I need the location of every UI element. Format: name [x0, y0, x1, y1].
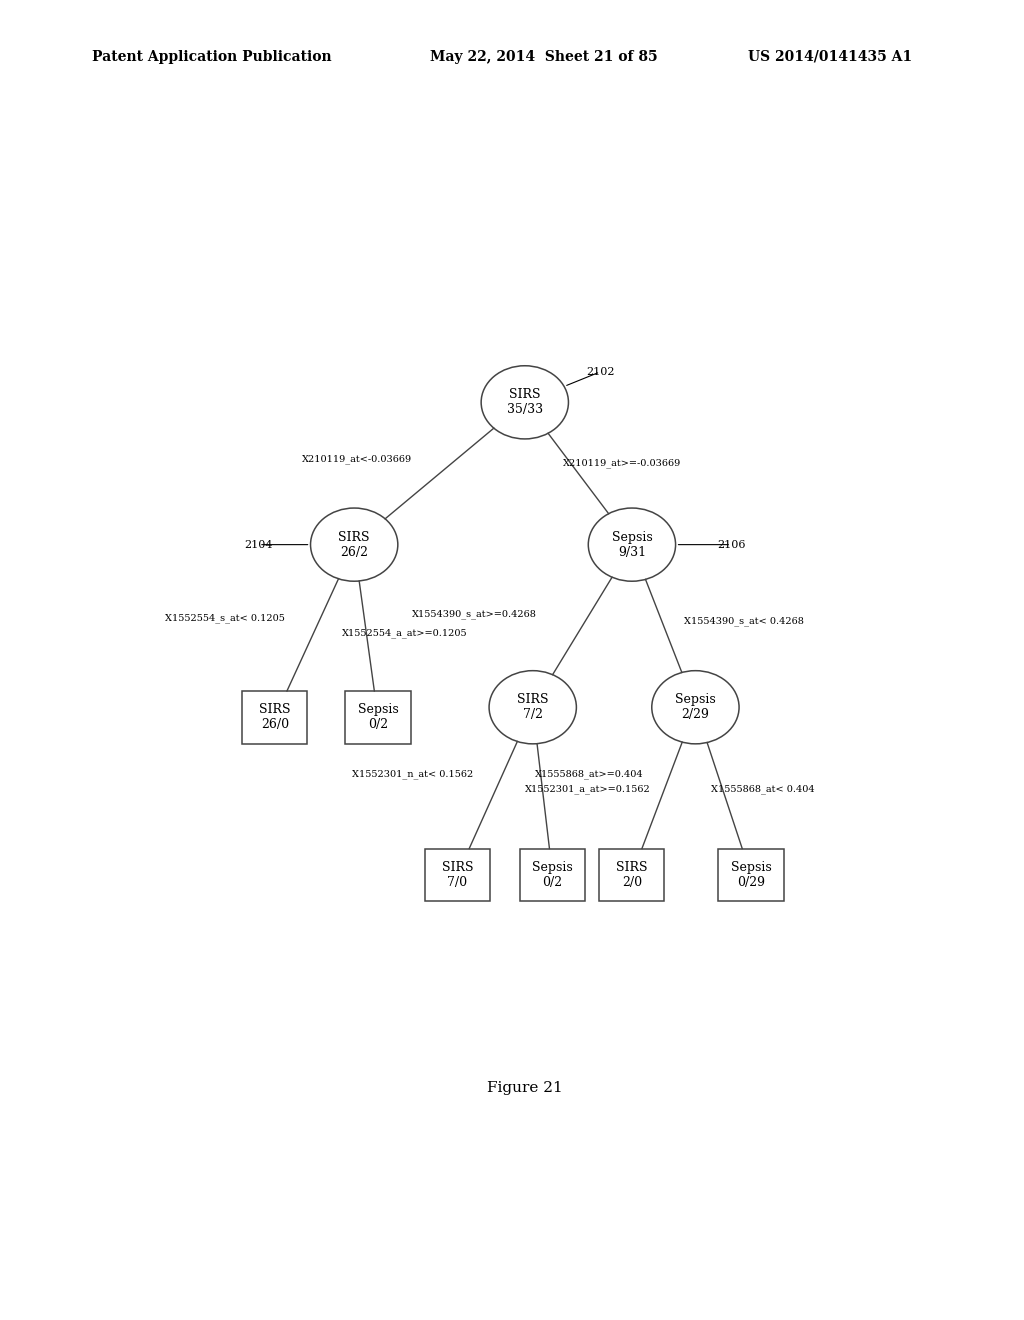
Text: X1555868_at< 0.404: X1555868_at< 0.404 [712, 785, 815, 795]
Text: 2106: 2106 [717, 540, 745, 549]
Text: Sepsis
2/29: Sepsis 2/29 [675, 693, 716, 721]
Text: SIRS
2/0: SIRS 2/0 [616, 861, 648, 888]
Text: May 22, 2014  Sheet 21 of 85: May 22, 2014 Sheet 21 of 85 [430, 50, 657, 63]
Text: Sepsis
0/2: Sepsis 0/2 [357, 704, 398, 731]
Text: SIRS
35/33: SIRS 35/33 [507, 388, 543, 416]
Text: X210119_at<-0.03669: X210119_at<-0.03669 [302, 454, 412, 465]
Text: 2102: 2102 [586, 367, 614, 376]
Text: Figure 21: Figure 21 [487, 1081, 562, 1096]
Text: X210119_at>=-0.03669: X210119_at>=-0.03669 [563, 458, 681, 469]
Text: Sepsis
9/31: Sepsis 9/31 [611, 531, 652, 558]
Text: X1554390_s_at>=0.4268: X1554390_s_at>=0.4268 [412, 609, 537, 619]
Text: X1554390_s_at< 0.4268: X1554390_s_at< 0.4268 [684, 616, 804, 626]
Text: X1555868_at>=0.404: X1555868_at>=0.404 [536, 770, 644, 779]
Text: SIRS
26/2: SIRS 26/2 [338, 531, 370, 558]
Text: US 2014/0141435 A1: US 2014/0141435 A1 [748, 50, 911, 63]
Text: X1552301_a_at>=0.1562: X1552301_a_at>=0.1562 [524, 785, 650, 795]
Text: Sepsis
0/2: Sepsis 0/2 [532, 861, 573, 888]
Text: SIRS
26/0: SIRS 26/0 [259, 704, 291, 731]
Text: SIRS
7/2: SIRS 7/2 [517, 693, 549, 721]
Text: SIRS
7/0: SIRS 7/0 [441, 861, 473, 888]
Text: X1552554_a_at>=0.1205: X1552554_a_at>=0.1205 [342, 628, 468, 638]
Text: Patent Application Publication: Patent Application Publication [92, 50, 332, 63]
Text: Sepsis
0/29: Sepsis 0/29 [730, 861, 771, 888]
Text: X1552554_s_at< 0.1205: X1552554_s_at< 0.1205 [165, 612, 285, 623]
Text: 2104: 2104 [245, 540, 273, 549]
Text: X1552301_n_at< 0.1562: X1552301_n_at< 0.1562 [352, 770, 473, 779]
